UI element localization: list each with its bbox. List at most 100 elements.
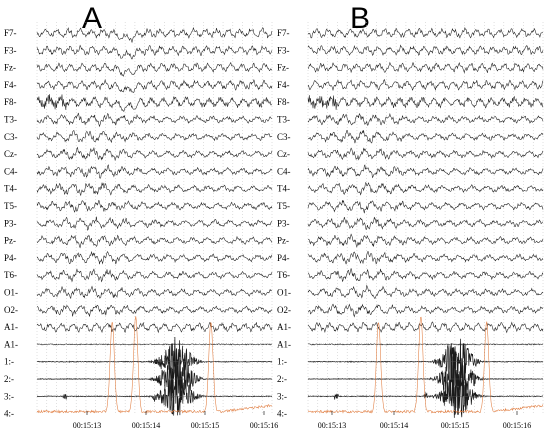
- channel-trace: [36, 61, 273, 77]
- channel-trace: [307, 303, 544, 318]
- channel-label: 4:-: [277, 409, 287, 419]
- channel-label: 3:-: [4, 391, 14, 401]
- channel-trace: [307, 95, 544, 110]
- channel-trace: [307, 268, 544, 283]
- channel-label: T5-: [277, 201, 290, 211]
- channel-label: C4-: [277, 166, 291, 176]
- channel-label: T6-: [277, 270, 290, 280]
- channel-trace: [36, 26, 273, 44]
- channel-trace: [36, 304, 273, 317]
- channel-trace: [36, 316, 273, 414]
- channel-trace: [307, 164, 544, 179]
- time-tick-label: 00:15:14: [380, 421, 408, 430]
- channel-label: T4-: [4, 184, 17, 194]
- channel-label: 2:-: [4, 374, 14, 384]
- channel-trace: [36, 343, 273, 346]
- channel-trace: [307, 112, 544, 126]
- channel-trace: [36, 44, 273, 60]
- channel-trace: [307, 44, 544, 56]
- channel-trace: [36, 216, 273, 231]
- channel-trace: [36, 200, 273, 213]
- channel-label: O2-: [277, 305, 291, 315]
- channel-label: P4-: [4, 253, 17, 263]
- channel-label: A1-: [4, 339, 18, 349]
- channel-label: F8-: [4, 97, 17, 107]
- channel-label: O1-: [277, 288, 291, 298]
- channel-label: P4-: [277, 253, 290, 263]
- channel-trace: [307, 284, 544, 299]
- channel-trace: [307, 27, 544, 39]
- channel-label: F4-: [4, 80, 17, 90]
- channel-label: A1-: [4, 322, 18, 332]
- channel-label: F4-: [277, 80, 290, 90]
- time-tick-label: 00:15:13: [73, 421, 101, 430]
- panel-b: B F7- F3- Fz- F4- F8- T3- C3- Cz- C4- T4- T5- P3- Pz…: [277, 2, 544, 430]
- channel-label: T3-: [277, 115, 290, 125]
- channel-label: T3-: [4, 115, 17, 125]
- channel-label: Cz-: [4, 149, 17, 159]
- time-tick-label: 00:15:15: [441, 421, 469, 430]
- channel-trace: [307, 251, 544, 265]
- channel-trace: [36, 321, 273, 334]
- panel-a-letter: A: [82, 2, 102, 35]
- channel-label: C3-: [4, 132, 18, 142]
- time-tick-label: 00:15:16: [503, 421, 531, 430]
- panel-b-letter: B: [350, 2, 370, 35]
- channel-label: C3-: [277, 132, 291, 142]
- channel-label: F8-: [277, 97, 290, 107]
- channel-label: P3-: [277, 218, 290, 228]
- channel-trace: [307, 78, 544, 92]
- channel-trace: [307, 321, 544, 334]
- channel-trace: [36, 112, 273, 128]
- channel-trace: [36, 268, 273, 283]
- channel-trace: [307, 216, 544, 231]
- channel-label: F3-: [4, 45, 17, 55]
- time-tick-label: 00:15:15: [191, 421, 219, 430]
- channel-label: T5-: [4, 201, 17, 211]
- channel-label: T6-: [4, 270, 17, 280]
- channel-trace: [36, 285, 273, 300]
- channel-trace: [307, 233, 544, 248]
- time-tick-label: 00:15:14: [132, 421, 160, 430]
- channel-label: T4-: [277, 184, 290, 194]
- channel-trace: [36, 130, 273, 143]
- channel-trace: [36, 146, 273, 162]
- channel-label: Pz-: [4, 236, 16, 246]
- channel-label: F7-: [4, 28, 17, 38]
- channel-label: 3:-: [277, 391, 287, 401]
- channel-trace: [37, 352, 273, 404]
- channel-label: F3-: [277, 45, 290, 55]
- channel-label: 1:-: [277, 357, 287, 367]
- panel-a: A F7- F3- Fz- F4- F8- T3- C3- Cz- C4- T4- T5- P3- Pz…: [4, 2, 278, 430]
- channel-trace: [307, 130, 544, 144]
- channel-trace: [36, 182, 273, 197]
- channel-trace: [36, 234, 273, 249]
- channel-label: 2:-: [277, 374, 287, 384]
- channel-label: O1-: [4, 288, 18, 298]
- channel-trace: [307, 61, 544, 74]
- time-tick-label: 00:15:13: [318, 421, 346, 430]
- channel-trace: [307, 182, 544, 196]
- channel-trace: [308, 343, 544, 346]
- time-tick-label: 00:15:16: [250, 421, 278, 430]
- channel-label: F7-: [277, 28, 290, 38]
- channel-label: O2-: [4, 305, 18, 315]
- channel-label: A1-: [277, 339, 291, 349]
- channel-trace: [307, 147, 544, 161]
- channel-label: Fz-: [4, 63, 16, 73]
- channel-label: P3-: [4, 218, 17, 228]
- channel-trace: [36, 94, 273, 112]
- channel-label: Cz-: [277, 149, 290, 159]
- channel-label: Fz-: [277, 63, 289, 73]
- channel-label: 4:-: [4, 409, 14, 419]
- channel-trace: [307, 199, 544, 214]
- channel-trace: [36, 336, 273, 386]
- channel-label: A1-: [277, 322, 291, 332]
- channel-trace: [36, 164, 273, 179]
- channel-trace: [36, 250, 273, 265]
- channel-trace: [36, 78, 273, 93]
- channel-trace: [36, 374, 273, 416]
- channel-label: 1:-: [4, 357, 14, 367]
- channel-trace: [307, 316, 544, 414]
